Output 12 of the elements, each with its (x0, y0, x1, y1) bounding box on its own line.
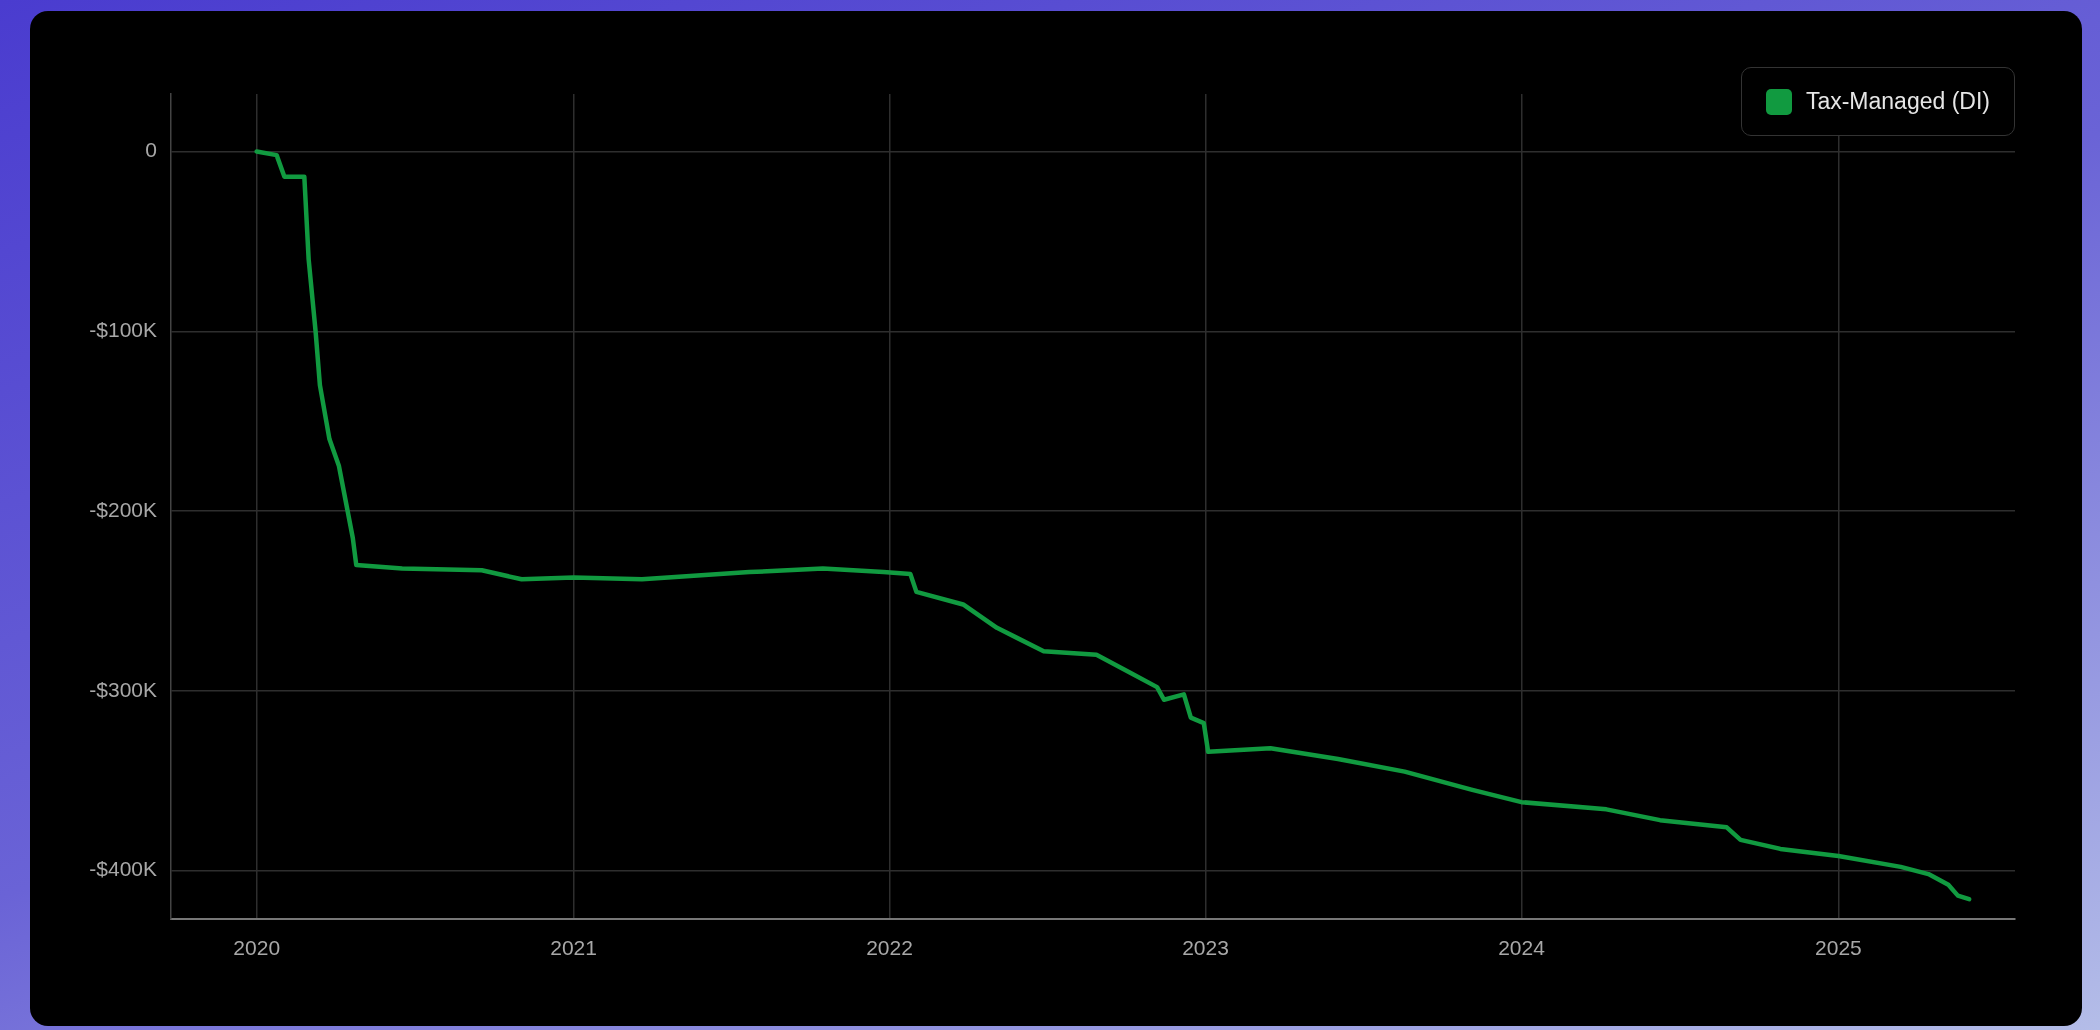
x-tick-label: 2023 (1182, 936, 1229, 960)
y-tick-label: -$400K (89, 857, 157, 881)
y-tick-label: 0 (145, 138, 157, 162)
y-tick-label: -$100K (89, 318, 157, 342)
x-tick-label: 2021 (550, 936, 597, 960)
x-tick-label: 2022 (866, 936, 913, 960)
x-tick-label: 2025 (1815, 936, 1862, 960)
y-tick-label: -$300K (89, 677, 157, 701)
legend-label: Tax-Managed (DI) (1805, 88, 1990, 115)
y-tick-label: -$200K (89, 497, 157, 521)
x-tick-label: 2020 (233, 936, 281, 960)
x-tick-label: 2024 (1498, 936, 1546, 960)
